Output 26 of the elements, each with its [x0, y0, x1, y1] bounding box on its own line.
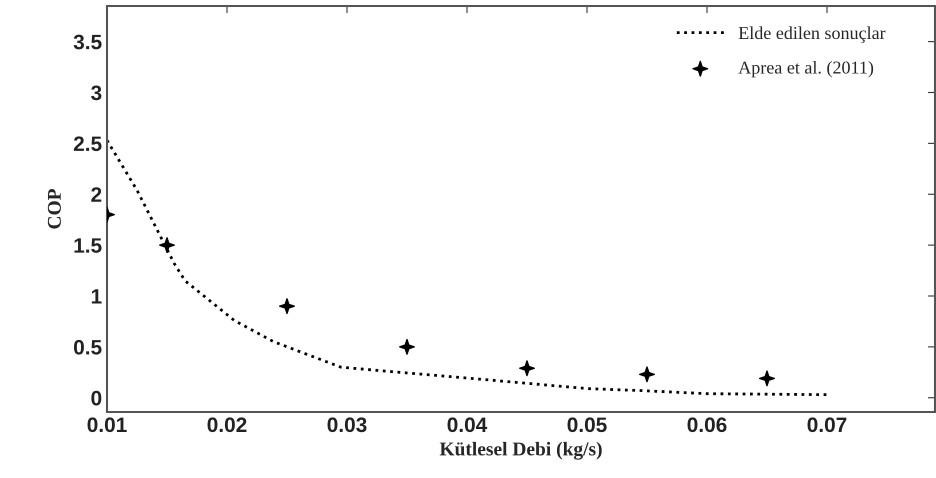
y-tick-label: 1 [92, 289, 102, 304]
legend-label: Elde edilen sonuçlar [738, 26, 886, 43]
y-tick-label: 2.5 [74, 136, 102, 152]
x-tick-label: 0.02 [208, 417, 246, 432]
x-tick-label: 0.04 [448, 417, 488, 432]
point [639, 366, 655, 382]
y-tick-label: 1.5 [74, 238, 102, 253]
x-tick-label: 0.01 [88, 417, 127, 432]
point [519, 360, 535, 376]
y-tick-label: 0 [91, 390, 102, 406]
y-tick-label: 3.5 [74, 34, 102, 50]
y-axis-title: COP [48, 189, 61, 229]
point [759, 370, 775, 386]
point [279, 298, 295, 314]
x-tick-label: 0.05 [568, 417, 607, 432]
x-tick-label: 0.03 [328, 417, 367, 432]
y-tick-label: 2 [91, 187, 102, 202]
y-tick-label: 3 [91, 85, 102, 100]
x-tick-label: 0.06 [688, 417, 727, 432]
legend-label: Aprea et al. (2011) [738, 60, 874, 78]
x-tick-label: 0.07 [808, 417, 846, 432]
point [159, 237, 175, 254]
point [399, 338, 415, 355]
line-series [107, 138, 828, 396]
x-axis-title: Kütlesel Debi (kg/s) [440, 442, 602, 460]
y-tick-label: 0.5 [74, 340, 102, 355]
